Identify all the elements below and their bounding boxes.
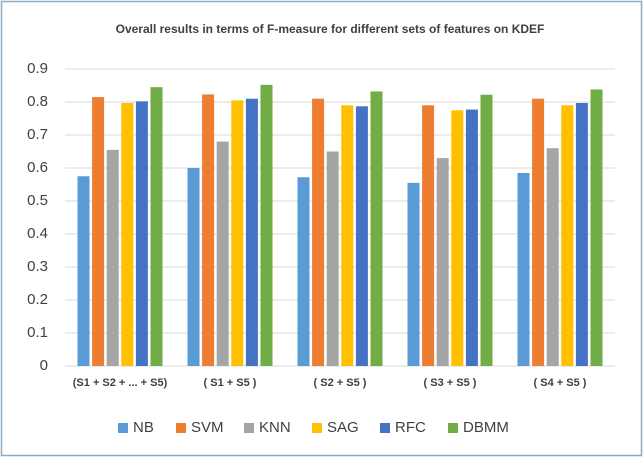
chart-title: Overall results in terms of F-measure fo…	[116, 22, 545, 36]
x-tick-label: ( S3 + S5 )	[424, 377, 477, 389]
legend-swatch	[118, 423, 128, 433]
y-tick-label: 0.6	[27, 159, 48, 176]
x-tick-label: ( S2 + S5 )	[314, 377, 367, 389]
legend-label: SVM	[191, 419, 224, 436]
bar	[465, 109, 478, 366]
bar	[245, 98, 258, 366]
bar	[326, 151, 339, 366]
bar	[370, 91, 383, 366]
bar	[590, 89, 603, 367]
bar	[407, 182, 420, 366]
bar	[422, 105, 435, 367]
legend-swatch	[380, 423, 390, 433]
bar	[121, 102, 134, 367]
bar	[480, 94, 493, 367]
x-tick-label: ( S1 + S5 )	[204, 377, 257, 389]
bar	[260, 84, 273, 366]
bar	[532, 98, 545, 366]
bar	[216, 141, 229, 366]
bar	[546, 148, 559, 366]
legend-label: NB	[133, 419, 154, 436]
bar	[436, 158, 449, 366]
bar	[451, 110, 464, 366]
legend-label: RFC	[395, 419, 426, 436]
bar	[231, 100, 244, 366]
legend-swatch	[448, 423, 458, 433]
bar	[202, 94, 215, 366]
legend-label: SAG	[327, 419, 359, 436]
bar	[312, 98, 325, 366]
bar	[575, 102, 588, 367]
legend-swatch	[176, 423, 186, 433]
bar	[77, 176, 90, 366]
bar	[297, 177, 310, 366]
y-tick-label: 0.9	[27, 60, 48, 77]
bar	[341, 105, 354, 367]
bar	[355, 106, 368, 366]
bar	[135, 101, 148, 366]
legend-label: DBMM	[463, 419, 509, 436]
y-tick-label: 0.1	[27, 324, 48, 341]
legend-label: KNN	[259, 419, 291, 436]
y-tick-label: 0.8	[27, 93, 48, 110]
y-tick-label: 0.3	[27, 258, 48, 275]
y-tick-label: 0.7	[27, 126, 48, 143]
x-tick-label: (S1 + S2 + ... + S5)	[73, 377, 168, 389]
y-tick-label: 0.5	[27, 192, 48, 209]
legend-swatch	[244, 423, 254, 433]
legend-swatch	[312, 423, 322, 433]
bar	[92, 97, 105, 367]
x-tick-label: ( S4 + S5 )	[534, 377, 587, 389]
bar	[187, 168, 200, 366]
y-tick-label: 0.2	[27, 291, 48, 308]
y-tick-label: 0.4	[27, 225, 48, 242]
bar	[517, 172, 530, 366]
y-tick-label: 0	[40, 357, 48, 374]
bar	[106, 149, 119, 366]
bar	[150, 87, 163, 367]
bar	[561, 105, 574, 367]
